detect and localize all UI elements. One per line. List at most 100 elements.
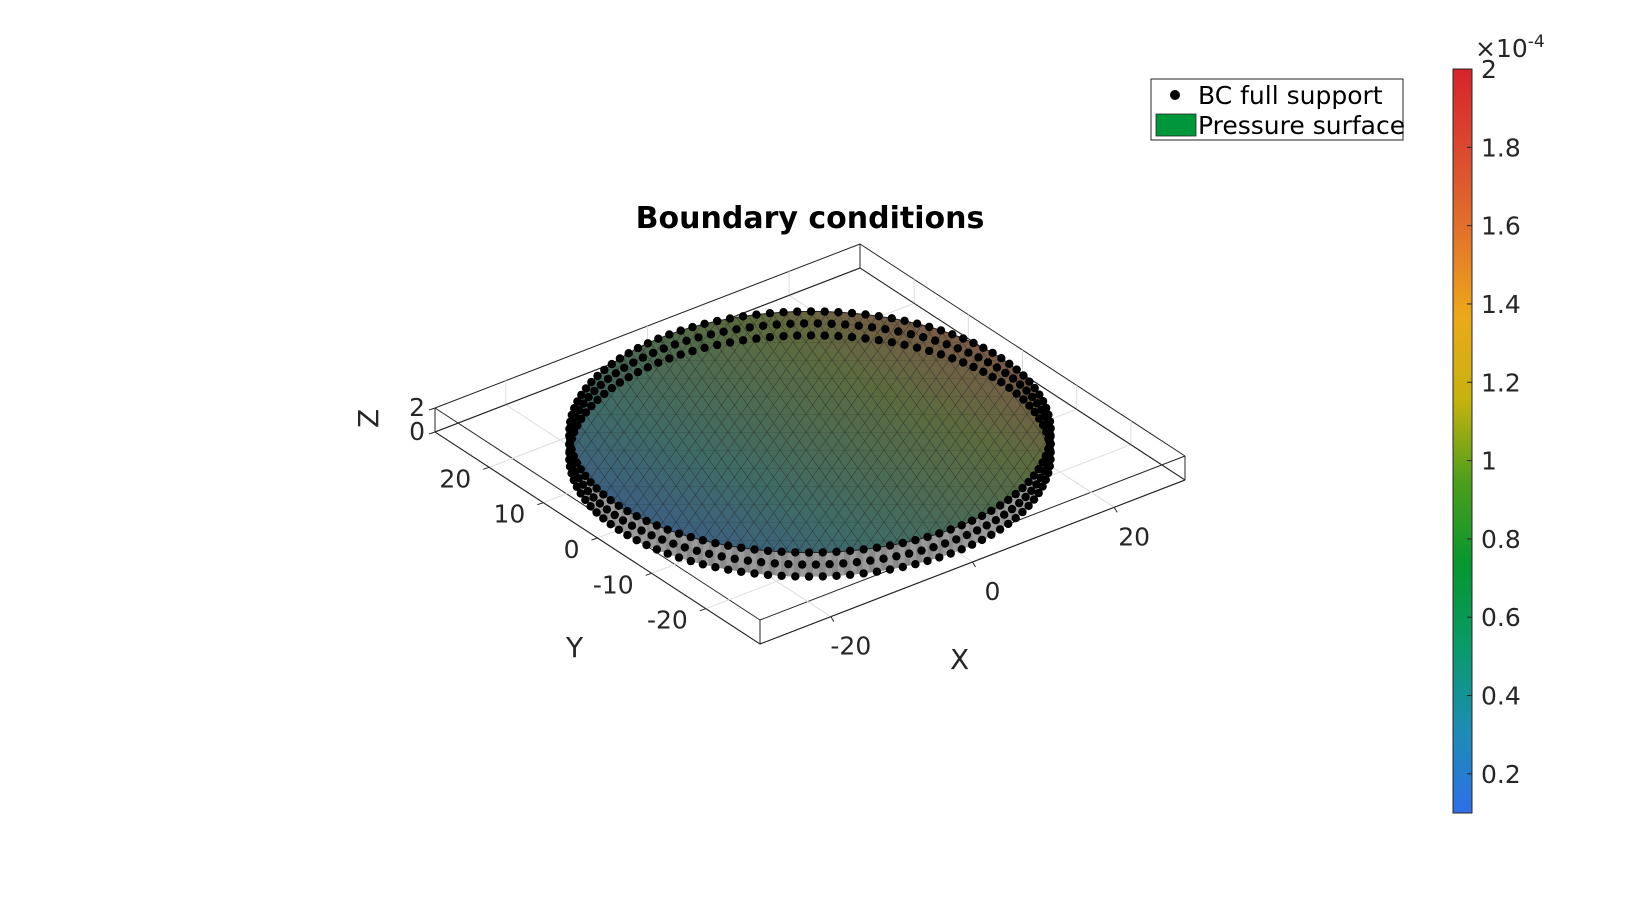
bc-support-node: [859, 569, 868, 578]
bc-support-node: [798, 560, 807, 569]
bc-support-node: [997, 354, 1006, 363]
chart-title: Boundary conditions: [636, 201, 985, 236]
bc-support-node: [592, 484, 601, 493]
bc-support-node: [995, 501, 1005, 510]
x-tick-label: 0: [985, 577, 1001, 606]
z-axis-label: Z: [352, 409, 385, 428]
bc-support-node: [1035, 390, 1044, 399]
bc-support-node: [900, 316, 909, 325]
bc-support-node: [813, 319, 822, 328]
bc-support-node: [623, 530, 632, 540]
bc-support-node: [834, 308, 843, 317]
bc-support-node: [676, 350, 685, 359]
bc-support-node: [610, 510, 619, 520]
bc-support-node: [1015, 498, 1024, 508]
bc-support-node: [581, 495, 590, 505]
bc-support-node: [894, 327, 903, 336]
bc-support-node: [565, 438, 575, 447]
bc-support-node: [1034, 464, 1043, 474]
bc-support-node: [1019, 371, 1028, 380]
bc-support-node: [620, 363, 629, 372]
bc-support-node: [633, 343, 643, 353]
bc-support-node: [587, 377, 596, 387]
bc-support-node: [614, 525, 623, 534]
bc-support-node: [750, 569, 759, 578]
legend-label-bc: BC full support: [1198, 81, 1383, 110]
bc-support-node: [872, 543, 882, 552]
bc-support-node: [593, 371, 602, 381]
bc-support-node: [627, 521, 637, 530]
bc-support-node: [1000, 510, 1009, 519]
bc-support-node: [987, 506, 996, 515]
bc-support-node: [633, 367, 643, 377]
bc-support-node: [859, 545, 868, 554]
bc-support-node: [665, 330, 674, 339]
bc-support-node: [811, 560, 821, 569]
bc-support-node: [967, 516, 977, 525]
bc-support-node: [881, 325, 890, 334]
bc-support-node: [758, 321, 768, 330]
bc-support-node: [979, 367, 988, 376]
bc-support-node: [1011, 513, 1020, 523]
bc-support-node: [738, 336, 748, 345]
bc-support-node: [743, 556, 753, 565]
colorbar-exponent: ×10-4: [1475, 32, 1545, 63]
bc-support-node: [935, 553, 944, 562]
bc-support-node: [624, 373, 633, 382]
bc-support-node: [576, 465, 585, 474]
bc-support-node: [566, 417, 575, 427]
bc-support-node: [576, 489, 585, 498]
colorbar-tick-label: 1.6: [1481, 212, 1521, 241]
x-axis-ticks: -20 0 20: [830, 507, 1150, 661]
bc-support-node: [745, 323, 754, 332]
bc-support-node: [600, 389, 609, 399]
colorbar-tick-label: 1.4: [1481, 290, 1521, 319]
bc-support-node: [964, 348, 973, 357]
bc-support-node: [611, 369, 620, 378]
bc-support-node: [946, 549, 955, 558]
bc-support-node: [725, 314, 735, 323]
bc-support-node: [607, 359, 616, 369]
y-tick-label: 10: [494, 500, 526, 529]
bc-support-node: [590, 386, 599, 396]
bc-support-node: [997, 378, 1006, 387]
bc-support-node: [565, 424, 574, 433]
bc-support-node: [845, 546, 855, 555]
colorbar-tick-label: 0.2: [1481, 760, 1521, 789]
bc-support-node: [1030, 407, 1039, 417]
bc-support-node: [577, 390, 586, 400]
bc-support-node: [698, 560, 708, 569]
bc-support-node: [763, 546, 773, 556]
bc-support-node: [1025, 401, 1034, 410]
bc-support-node: [900, 340, 909, 349]
bc-support-node: [573, 397, 582, 406]
bc-support-node: [959, 358, 968, 367]
colorbar-tick-label: 0.4: [1481, 682, 1521, 711]
bc-support-node: [1007, 504, 1017, 514]
bc-support-node: [1005, 359, 1014, 368]
bc-support-node: [659, 344, 668, 353]
bc-support-node: [599, 514, 608, 523]
bc-support-node: [866, 556, 875, 565]
bc-support-node: [777, 547, 786, 556]
bc-support-node: [925, 322, 934, 332]
bc-support-node: [969, 362, 978, 372]
bc-support-node: [898, 562, 907, 572]
bc-support-node: [698, 536, 708, 545]
bc-support-node: [793, 331, 802, 340]
y-tick-mark: [699, 608, 706, 612]
bc-support-node: [570, 404, 579, 413]
bc-support-node: [1042, 403, 1051, 413]
bc-support-node: [979, 343, 988, 352]
bc-support-node: [1027, 486, 1036, 495]
z-tick-label: 2: [409, 393, 425, 422]
bc-support-node: [957, 521, 966, 530]
bc-support-node: [953, 344, 962, 353]
bc-support-node: [804, 572, 814, 581]
bc-support-node: [584, 393, 593, 402]
bc-support-node: [581, 471, 590, 481]
bc-support-node: [629, 358, 638, 367]
y-axis-ticks: -20 -10 0 10 20: [439, 464, 706, 635]
bc-support-node: [852, 558, 862, 567]
bc-support-node: [983, 358, 993, 367]
